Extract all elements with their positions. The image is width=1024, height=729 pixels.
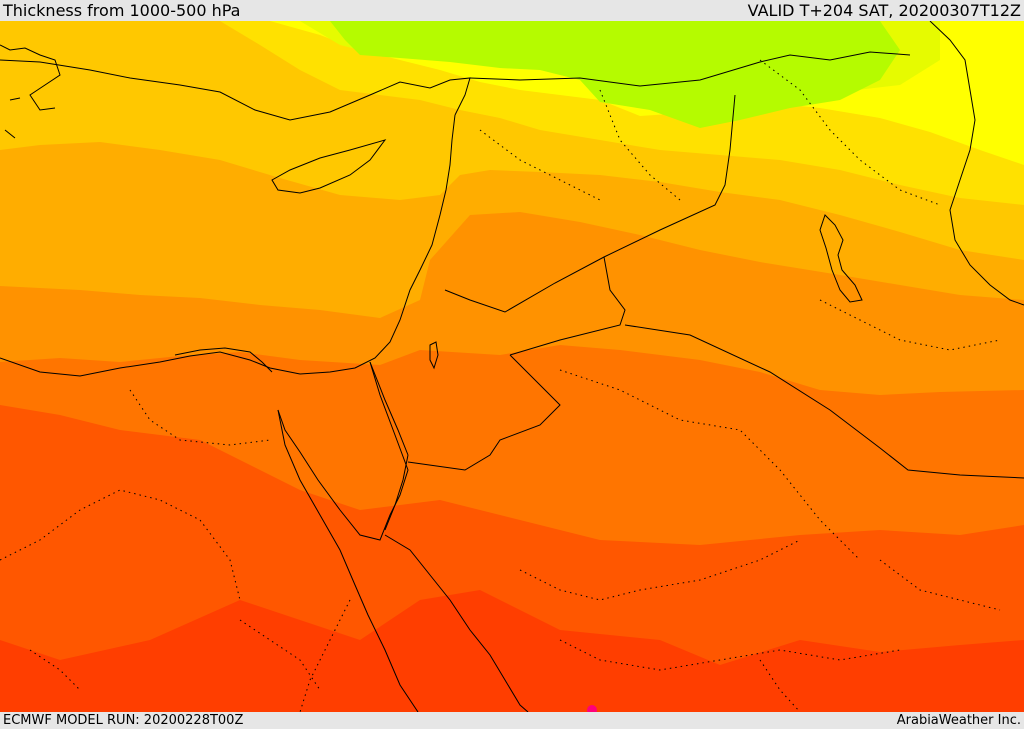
- turkey-syria-border: [469, 51, 911, 87]
- aegean-islands: [0, 44, 61, 139]
- admin-boundaries: [0, 59, 1001, 712]
- cyprus: [271, 139, 387, 194]
- coastlines: [0, 21, 1024, 712]
- northeast-coast: [929, 21, 1024, 306]
- map-title: Thickness from 1000-500 hPa: [3, 1, 241, 20]
- jordan-saudi-south: [407, 354, 561, 471]
- levant-coast: [299, 114, 456, 375]
- nile-delta: [174, 347, 273, 373]
- credit: ArabiaWeather Inc.: [896, 713, 1021, 728]
- red-sea-west: [277, 409, 419, 712]
- footer-bar: ECMWF MODEL RUN: 20200228T00Z ArabiaWeat…: [0, 712, 1024, 729]
- dead-sea: [429, 341, 439, 370]
- caspian-lake: [819, 214, 863, 303]
- thickness-map: [0, 21, 1024, 712]
- turkey-south-coast: [0, 59, 471, 121]
- iraq-saudi-border: [624, 324, 1024, 479]
- sinai-gulf-suez: [277, 361, 409, 541]
- thickness-bands: [0, 21, 1024, 712]
- borders: [369, 51, 1024, 479]
- valid-time: VALID T+204 SAT, 20200307T12Z: [747, 1, 1021, 20]
- header-bar: Thickness from 1000-500 hPa VALID T+204 …: [0, 0, 1024, 21]
- model-run: ECMWF MODEL RUN: 20200228T00Z: [3, 713, 244, 728]
- band-light-green: [330, 21, 900, 128]
- gulf-aqaba: [384, 454, 409, 531]
- egypt-coast: [0, 351, 301, 377]
- jordan-saudi-border: [509, 256, 626, 356]
- red-sea-east: [384, 534, 529, 712]
- magenta-spot: [587, 705, 597, 712]
- egypt-israel-border: [369, 361, 409, 456]
- syria-iraq-border: [444, 94, 736, 313]
